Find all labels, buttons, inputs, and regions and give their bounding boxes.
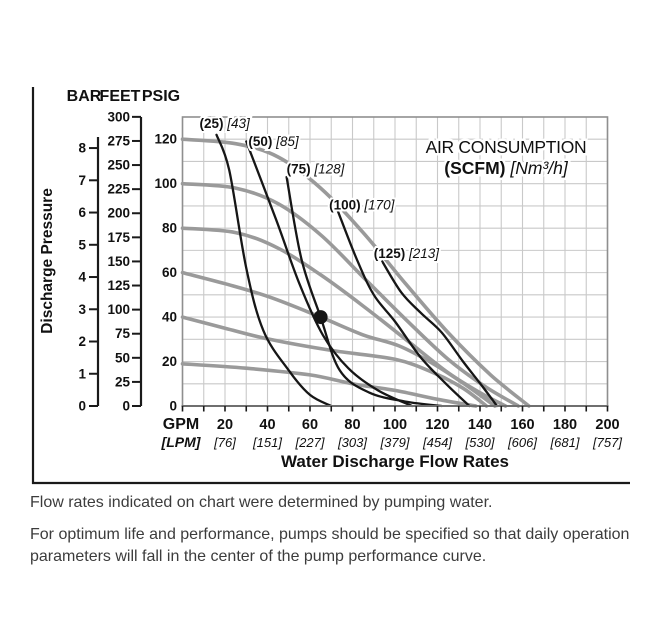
nm3h-unit: [Nm³/h] [506,158,569,178]
x-tick-gpm: 40 [259,417,275,433]
note-optimum-life: For optimum life and performance, pumps … [30,526,630,565]
scale-psig: PSIG 0 20 40 60 80 100 120 [142,88,180,414]
air-curve-75scfm-label: (75) [128] [287,162,346,177]
scale-tick-label: 6 [78,205,86,220]
scale-tick-label: 300 [107,109,130,124]
x-tick-lpm: [379] [380,435,410,450]
x-tick-lpm: [606] [507,435,537,450]
air-curve-125scfm-label: (125) [213] [374,246,441,261]
x-tick-gpm: 160 [510,417,534,433]
x-tick-lpm: [757] [592,435,622,450]
x-tick-lpm: [76] [213,435,236,450]
x-tick-gpm: 180 [553,417,577,433]
scale-tick-label: 60 [162,265,177,280]
air-curve-75scfm [285,175,443,408]
scale-tick-label: 1 [78,366,86,381]
scale-tick-label: 50 [115,350,130,365]
x-tick-gpm: 20 [217,417,233,433]
air-label-nm3h: [43] [224,116,252,131]
scale-tick-label: 100 [107,302,130,317]
scale-feet: FEET 0 25 50 75 100 125 150 175 200 225 250 275 300 [100,88,143,414]
scale-tick-label: 125 [107,278,130,293]
pump-curve-100psig [180,181,521,408]
air-label-scfm: (100) [329,197,361,212]
air-curve-100scfm-label: (100) [170] [329,197,396,212]
scale-tick-label: 8 [78,141,86,156]
chart-svg: (25) [43](50) [85](75) [128](100) [170](… [31,87,630,485]
scale-tick-label: 80 [162,221,177,236]
x-tick-lpm: [530] [465,435,495,450]
scale-tick-label: 100 [154,176,177,191]
pump-curve-60psig [180,270,497,408]
scale-tick-label: 200 [107,206,130,221]
air-label-nm3h: [170] [361,197,396,212]
x-tick-gpm: 60 [302,417,318,433]
scale-header-bar: BAR [67,88,102,105]
x-axis-labels: GPM[LPM] 20 [76] 40 [151] 60 [227] 80 [303] 100 [3… [161,416,623,450]
x-tick-lpm: [227] [295,435,325,450]
note-flow-rates: Flow rates indicated on chart were deter… [30,494,493,511]
air-curves [215,133,499,408]
scale-tick-label: 0 [78,399,86,414]
air-label-nm3h: [213] [405,246,440,261]
scale-tick-label: 0 [169,399,177,414]
x-tick-lpm: [681] [550,435,580,450]
x-tick-lpm: [303] [337,435,367,450]
scale-tick-label: 225 [107,182,130,197]
air-label-scfm: (75) [287,162,311,177]
air-curve-125scfm [381,260,499,408]
air-consumption-units: (SCFM) [Nm³/h] [444,158,569,178]
pump-curve-120psig [180,137,531,408]
x-tick-lpm: [151] [252,435,282,450]
scale-tick-label: 40 [162,310,177,325]
air-curve-50scfm [245,140,414,408]
air-label-scfm: (125) [374,246,406,261]
scale-tick-label: 20 [162,354,177,369]
air-label-nm3h: [85] [272,134,300,149]
y-axis-title: Discharge Pressure [39,188,56,334]
x-axis-title: Water Discharge Flow Rates [281,452,509,471]
scale-tick-label: 0 [122,399,130,414]
scale-tick-label: 120 [154,132,177,147]
scale-tick-label: 275 [107,133,130,148]
air-consumption-title: AIR CONSUMPTION [426,137,587,157]
scale-tick-label: 75 [115,326,131,341]
pump-curves [180,137,531,408]
scfm-unit: (SCFM) [444,158,505,178]
air-curve-50scfm-label: (50) [85] [248,134,300,149]
scale-tick-label: 7 [78,173,86,188]
scale-bar: BAR 0 1 2 3 4 5 6 7 8 [67,88,102,414]
scale-tick-label: 2 [78,334,86,349]
air-label-scfm: (25) [200,116,224,131]
scale-tick-label: 175 [107,230,130,245]
x-tick-gpm: 80 [344,417,360,433]
x-tick-gpm: 140 [468,417,492,433]
scale-header-psig: PSIG [142,88,180,105]
scale-tick-label: 5 [78,237,86,252]
air-curve-25scfm [215,133,333,408]
air-curve-25scfm-label: (25) [43] [200,116,252,131]
air-label-scfm: (50) [248,134,272,149]
x-tick-gpm: 120 [425,417,449,433]
air-curve-100scfm [336,209,471,408]
x-axis-unit-gpm: GPM [163,416,199,433]
x-tick-gpm: 200 [595,417,619,433]
x-tick-lpm: [454] [422,435,452,450]
air-label-nm3h: [128] [311,162,346,177]
chart-notes: Flow rates indicated on chart were deter… [30,492,642,578]
scale-tick-label: 3 [78,302,86,317]
x-axis-unit-lpm: [LPM] [161,434,202,450]
operating-point-dot [313,310,328,325]
scale-header-feet: FEET [100,88,141,105]
scale-tick-label: 25 [115,374,131,389]
scale-tick-label: 150 [107,254,130,269]
x-tick-gpm: 100 [383,417,407,433]
scale-tick-label: 4 [78,270,86,285]
pump-curve-40psig [180,315,489,408]
scale-tick-label: 250 [107,158,130,173]
